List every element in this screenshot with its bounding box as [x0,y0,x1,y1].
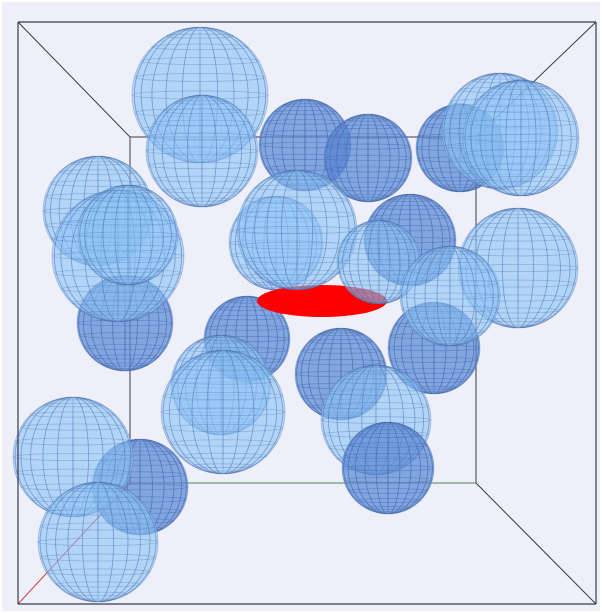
box-edge [17,21,131,138]
sphere [160,349,286,475]
spheres-front-layer [12,26,580,603]
sphere [323,113,413,203]
simulation-box-front-edges [17,21,597,605]
sphere [399,245,501,347]
box-edge [475,482,597,605]
sphere [77,184,179,286]
sphere [145,94,259,208]
sphere [462,79,580,197]
sphere [236,169,358,291]
sphere [336,219,422,305]
sphere [37,481,159,603]
sphere [341,421,435,515]
